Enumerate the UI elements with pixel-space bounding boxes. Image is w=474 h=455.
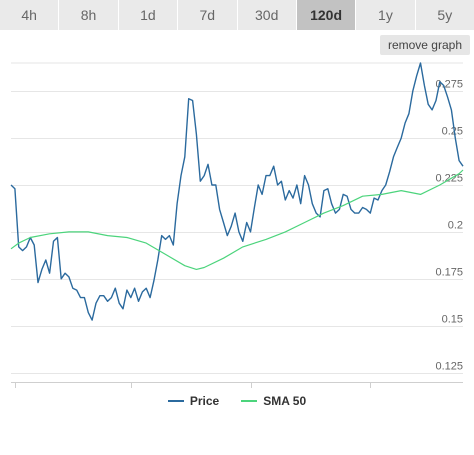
tab-5y[interactable]: 5y: [415, 0, 474, 30]
tab-4h[interactable]: 4h: [0, 0, 60, 30]
legend-item-sma[interactable]: SMA 50: [241, 394, 306, 408]
y-tick-label: 0.175: [435, 267, 463, 279]
legend-sma-swatch: [241, 400, 258, 402]
legend-price-label: Price: [189, 394, 220, 408]
chart-legend: Price SMA 50: [0, 390, 474, 412]
series-layer: [10, 62, 464, 321]
y-tick-label: 0.15: [442, 314, 463, 326]
grid-lines: [11, 62, 463, 374]
legend-item-price[interactable]: Price: [167, 394, 220, 408]
range-tabs: 4h 8h 1d 7d 30d 120d 1y 5y: [0, 0, 474, 30]
x-axis: Jun '25Jul '25Aug '25Sep '25: [11, 382, 463, 388]
sma50-line: [10, 169, 464, 270]
tab-1y[interactable]: 1y: [356, 0, 416, 30]
y-tick-label: 0.275: [435, 79, 463, 91]
remove-graph-button[interactable]: remove graph: [379, 35, 470, 55]
legend-price-swatch: [167, 400, 184, 402]
y-tick-label: 0.125: [435, 361, 463, 373]
tab-8h[interactable]: 8h: [59, 0, 119, 30]
tab-7d[interactable]: 7d: [178, 0, 238, 30]
legend-sma-label: SMA 50: [263, 394, 307, 408]
tab-30d[interactable]: 30d: [237, 0, 297, 30]
tab-1d[interactable]: 1d: [118, 0, 179, 30]
y-tick-label: 0.25: [442, 126, 463, 138]
price-line: [10, 62, 464, 321]
tab-120d[interactable]: 120d: [296, 0, 357, 30]
y-tick-label: 0.2: [448, 220, 463, 232]
